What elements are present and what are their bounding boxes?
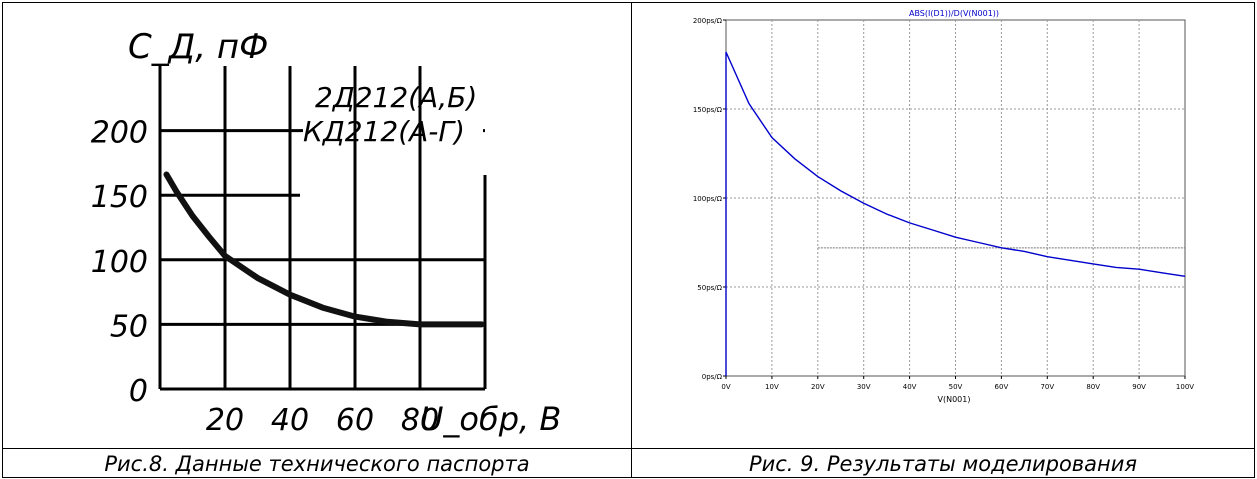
datasheet-x-tick-label: 40 <box>271 403 309 438</box>
datasheet-x-tick-labels: 20 40 60 80 <box>206 403 439 438</box>
datasheet-x-tick-label: 80 <box>401 403 439 438</box>
datasheet-legend-line-2: КД212(А-Г) <box>303 115 465 148</box>
right-cell <box>631 2 1255 478</box>
simulation-x-tick-label: 100V <box>1176 383 1194 391</box>
simulation-trace-title: ABS(I(D1))/D(V(N001)) <box>909 9 999 18</box>
simulation-y-tick-label: 0ps/Ω <box>702 373 723 381</box>
simulation-grid <box>723 19 1186 379</box>
datasheet-x-axis-label: U_обр, В <box>420 400 561 438</box>
simulation-x-tick-label: 20V <box>811 383 825 391</box>
datasheet-legend-line-1: 2Д212(А,Б) <box>315 81 477 114</box>
datasheet-y-axis-label: C_Д, пФ <box>128 27 268 67</box>
datasheet-x-tick-label: 20 <box>206 403 244 438</box>
simulation-x-tick-label: 80V <box>1086 383 1100 391</box>
datasheet-chart: 0 50 100 150 200 20 40 60 80 C_Д, пФ U_обр, В 2… <box>91 27 562 438</box>
simulation-y-tick-label: 200ps/Ω <box>693 17 723 25</box>
simulation-x-tick-label: 90V <box>1132 383 1146 391</box>
caption-row-divider <box>2 448 1255 449</box>
datasheet-x-tick-label: 60 <box>336 403 374 438</box>
simulation-x-tick-labels: 0V 10V 20V 30V 40V 50V 60V 70V 80V 90V 100V <box>721 383 1194 391</box>
left-caption: Рис.8. Данные технического паспорта <box>104 452 530 476</box>
simulation-y-tick-label: 100ps/Ω <box>693 195 723 203</box>
datasheet-y-tick-label: 100 <box>91 245 148 280</box>
simulation-x-tick-label: 60V <box>995 383 1009 391</box>
simulation-y-tick-label: 150ps/Ω <box>693 106 723 114</box>
datasheet-y-tick-label: 200 <box>91 116 148 151</box>
simulation-y-tick-label: 50ps/Ω <box>697 284 722 292</box>
simulation-x-tick-label: 50V <box>949 383 963 391</box>
simulation-y-tick-labels: 0ps/Ω 50ps/Ω 100ps/Ω 150ps/Ω 200ps/Ω <box>693 17 723 381</box>
datasheet-y-tick-label: 150 <box>91 180 148 215</box>
datasheet-y-tick-label: 50 <box>110 309 148 344</box>
simulation-x-tick-label: 30V <box>857 383 871 391</box>
simulation-x-tick-label: 10V <box>765 383 779 391</box>
simulation-curve <box>725 51 1186 376</box>
simulation-chart: 0ps/Ω 50ps/Ω 100ps/Ω 150ps/Ω 200ps/Ω 0V 10V 20… <box>693 9 1194 404</box>
datasheet-y-tick-label: 0 <box>129 374 148 409</box>
simulation-x-axis-label: V(N001) <box>938 395 971 404</box>
simulation-x-tick-label: 40V <box>903 383 917 391</box>
right-caption: Рис. 9. Результаты моделирования <box>748 452 1138 476</box>
datasheet-grid <box>158 66 487 391</box>
simulation-x-tick-label: 70V <box>1040 383 1054 391</box>
datasheet-capacitance-curve <box>163 171 485 328</box>
datasheet-y-tick-labels: 0 50 100 150 200 <box>91 116 148 409</box>
simulation-x-tick-label: 0V <box>721 383 730 391</box>
